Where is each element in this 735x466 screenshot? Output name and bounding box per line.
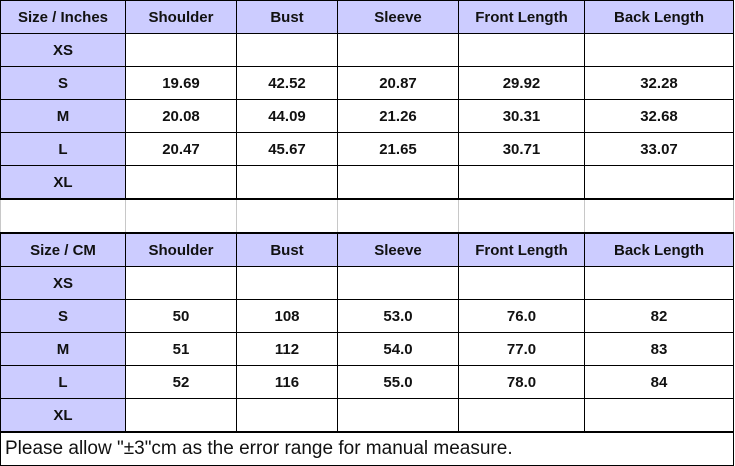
measurement-cell: 44.09 xyxy=(236,99,338,133)
measurement-cell: 82 xyxy=(584,299,734,333)
measurement-cell xyxy=(584,33,734,67)
table-row: XL xyxy=(0,165,734,200)
column-header: Back Length xyxy=(584,0,734,34)
measurement-cell xyxy=(337,165,459,200)
measurement-cell xyxy=(458,266,585,300)
measurement-cell xyxy=(337,33,459,67)
measurement-cell xyxy=(236,398,338,433)
measurement-cell: 30.31 xyxy=(458,99,585,133)
empty-cell xyxy=(458,198,585,234)
column-header: Front Length xyxy=(458,0,585,34)
header-row-inches: Size / Inches Shoulder Bust Sleeve Front Len… xyxy=(0,0,734,34)
measurement-cell xyxy=(125,398,237,433)
measurement-cell: 21.26 xyxy=(337,99,459,133)
measurement-note: Please allow "±3"cm as the error range f… xyxy=(0,431,734,466)
measurement-cell xyxy=(458,398,585,433)
column-header: Sleeve xyxy=(337,0,459,34)
measurement-cell xyxy=(458,165,585,200)
column-header: Bust xyxy=(236,0,338,34)
measurement-cell: 50 xyxy=(125,299,237,333)
size-label: XL xyxy=(0,398,126,433)
measurement-cell: 30.71 xyxy=(458,132,585,166)
table-row: M 51 112 54.0 77.0 83 xyxy=(0,332,734,366)
measurement-cell: 53.0 xyxy=(337,299,459,333)
size-label: M xyxy=(0,99,126,133)
measurement-cell xyxy=(337,398,459,433)
size-label: S xyxy=(0,66,126,100)
measurement-cell: 45.67 xyxy=(236,132,338,166)
measurement-cell: 84 xyxy=(584,365,734,399)
measurement-cell: 33.07 xyxy=(584,132,734,166)
size-label: M xyxy=(0,332,126,366)
size-label: XS xyxy=(0,33,126,67)
measurement-cell: 76.0 xyxy=(458,299,585,333)
column-header: Shoulder xyxy=(125,232,237,267)
measurement-cell xyxy=(236,33,338,67)
measurement-cell: 52 xyxy=(125,365,237,399)
empty-cell xyxy=(125,198,237,234)
measurement-cell: 42.52 xyxy=(236,66,338,100)
empty-cell xyxy=(0,198,126,234)
table-row: L 52 116 55.0 78.0 84 xyxy=(0,365,734,399)
measurement-cell: 32.28 xyxy=(584,66,734,100)
table-row: XL xyxy=(0,398,734,433)
measurement-cell: 83 xyxy=(584,332,734,366)
measurement-cell xyxy=(458,33,585,67)
column-header: Shoulder xyxy=(125,0,237,34)
measurement-cell: 32.68 xyxy=(584,99,734,133)
measurement-cell xyxy=(337,266,459,300)
size-label: L xyxy=(0,365,126,399)
measurement-cell xyxy=(125,165,237,200)
measurement-cell xyxy=(125,33,237,67)
measurement-cell: 51 xyxy=(125,332,237,366)
column-header: Front Length xyxy=(458,232,585,267)
size-label: S xyxy=(0,299,126,333)
size-label: XS xyxy=(0,266,126,300)
empty-cell xyxy=(584,198,734,234)
column-header: Bust xyxy=(236,232,338,267)
measurement-cell: 21.65 xyxy=(337,132,459,166)
empty-cell xyxy=(337,198,459,234)
header-row-cm: Size / CM Shoulder Bust Sleeve Front Length B… xyxy=(0,232,734,267)
measurement-cell: 20.08 xyxy=(125,99,237,133)
measurement-cell xyxy=(584,165,734,200)
measurement-cell: 20.87 xyxy=(337,66,459,100)
measurement-cell: 116 xyxy=(236,365,338,399)
measurement-cell xyxy=(125,266,237,300)
size-label: XL xyxy=(0,165,126,200)
measurement-cell: 54.0 xyxy=(337,332,459,366)
measurement-cell: 19.69 xyxy=(125,66,237,100)
size-label: L xyxy=(0,132,126,166)
measurement-cell: 77.0 xyxy=(458,332,585,366)
column-header: Sleeve xyxy=(337,232,459,267)
measurement-cell: 108 xyxy=(236,299,338,333)
column-header: Size / Inches xyxy=(0,0,126,34)
spacer-row xyxy=(0,198,734,234)
table-row: M 20.08 44.09 21.26 30.31 32.68 xyxy=(0,99,734,133)
measurement-cell xyxy=(236,266,338,300)
measurement-cell xyxy=(584,398,734,433)
measurement-cell: 29.92 xyxy=(458,66,585,100)
measurement-cell: 78.0 xyxy=(458,365,585,399)
table-row: S 19.69 42.52 20.87 29.92 32.28 xyxy=(0,66,734,100)
measurement-cell: 112 xyxy=(236,332,338,366)
column-header: Back Length xyxy=(584,232,734,267)
table-row: L 20.47 45.67 21.65 30.71 33.07 xyxy=(0,132,734,166)
empty-cell xyxy=(236,198,338,234)
measurement-cell: 20.47 xyxy=(125,132,237,166)
measurement-cell: 55.0 xyxy=(337,365,459,399)
table-row: XS xyxy=(0,33,734,67)
measurement-cell xyxy=(584,266,734,300)
table-row: S 50 108 53.0 76.0 82 xyxy=(0,299,734,333)
table-row: XS xyxy=(0,266,734,300)
column-header: Size / CM xyxy=(0,232,126,267)
measurement-cell xyxy=(236,165,338,200)
